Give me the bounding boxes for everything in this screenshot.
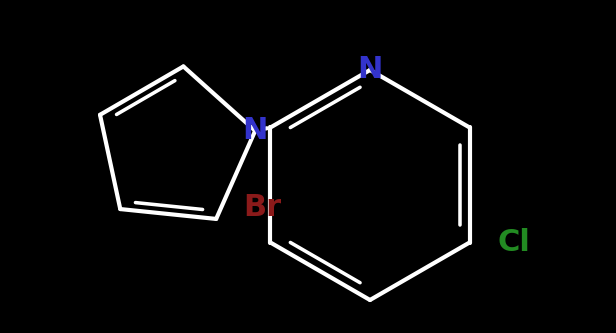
Text: N: N bbox=[357, 56, 383, 85]
Text: Br: Br bbox=[243, 193, 282, 222]
Text: Cl: Cl bbox=[498, 228, 530, 257]
Text: N: N bbox=[243, 116, 268, 145]
